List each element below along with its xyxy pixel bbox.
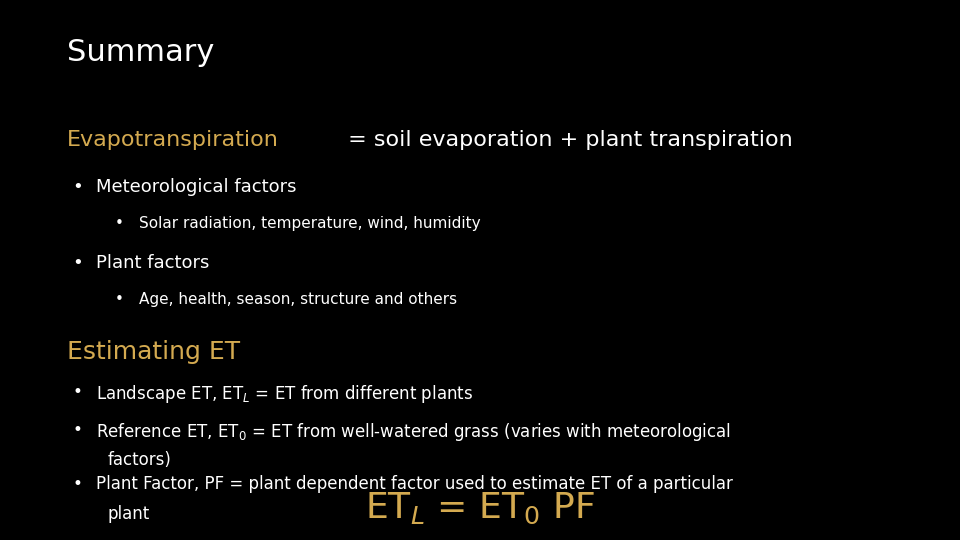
Text: = soil evaporation + plant transpiration: = soil evaporation + plant transpiration	[341, 130, 792, 150]
Text: Evapotranspiration: Evapotranspiration	[67, 130, 279, 150]
Text: •: •	[72, 254, 83, 272]
Text: Meteorological factors: Meteorological factors	[96, 178, 297, 196]
Text: Plant Factor, PF = plant dependent factor used to estimate ET of a particular: Plant Factor, PF = plant dependent facto…	[96, 475, 732, 493]
Text: Solar radiation, temperature, wind, humidity: Solar radiation, temperature, wind, humi…	[139, 216, 481, 231]
Text: ET$_L$ = ET$_0$ PF: ET$_L$ = ET$_0$ PF	[365, 491, 595, 526]
Text: Age, health, season, structure and others: Age, health, season, structure and other…	[139, 292, 457, 307]
Text: Summary: Summary	[67, 38, 215, 67]
Text: Reference ET, ET$_0$ = ET from well-watered grass (varies with meteorological: Reference ET, ET$_0$ = ET from well-wate…	[96, 421, 731, 443]
Text: •: •	[72, 178, 83, 196]
Text: •: •	[72, 475, 82, 493]
Text: plant: plant	[108, 505, 150, 523]
Text: •: •	[115, 292, 124, 307]
Text: Estimating ET: Estimating ET	[67, 340, 240, 364]
Text: •: •	[115, 216, 124, 231]
Text: •: •	[72, 421, 82, 439]
Text: Landscape ET, ET$_L$ = ET from different plants: Landscape ET, ET$_L$ = ET from different…	[96, 383, 473, 406]
Text: Plant factors: Plant factors	[96, 254, 209, 272]
Text: •: •	[72, 383, 82, 401]
Text: factors): factors)	[108, 451, 172, 469]
